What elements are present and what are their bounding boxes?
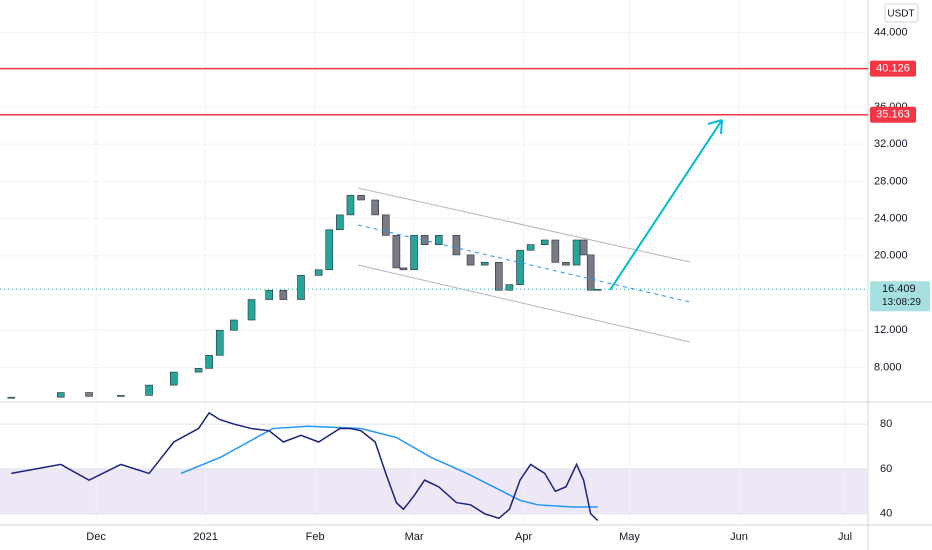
candle [230, 319, 238, 331]
candle [215, 329, 224, 356]
level-label-box [870, 106, 916, 123]
x-tick-label: May [619, 531, 640, 543]
candle [526, 244, 535, 251]
candle [399, 267, 408, 271]
candle [593, 289, 602, 291]
y-tick-label: 20.000 [874, 250, 908, 262]
y-tick-label: 28.000 [874, 175, 908, 187]
x-tick-label: Jun [730, 531, 748, 543]
candle [410, 235, 418, 271]
level-label: 35.163 [876, 109, 910, 121]
x-tick-label: 2021 [193, 531, 217, 543]
x-tick-label: Apr [515, 531, 532, 543]
candle [117, 395, 125, 397]
y-tick-label: 24.000 [874, 213, 908, 225]
last-price-box [870, 281, 930, 312]
candle [247, 299, 256, 321]
candle [279, 289, 288, 300]
level-label: 40.126 [876, 63, 910, 75]
candle [325, 229, 334, 271]
currency: USDT [887, 9, 914, 20]
candle [194, 368, 203, 373]
candle [56, 392, 65, 398]
candle [480, 262, 489, 266]
candle [357, 195, 365, 201]
candle [336, 214, 344, 231]
candle [170, 371, 178, 386]
candle [381, 214, 390, 236]
x-tick-label: Jul [838, 531, 852, 543]
rsi-line [11, 411, 599, 522]
candle [562, 262, 570, 266]
candle [551, 239, 560, 263]
candle [434, 235, 443, 245]
channel-upper [357, 187, 691, 263]
candle [572, 239, 581, 266]
candle [145, 384, 153, 396]
candle [505, 284, 514, 291]
channel-mid [357, 224, 691, 303]
candle [452, 235, 461, 256]
candle [466, 254, 475, 266]
rsi-band [0, 468, 868, 514]
candle [297, 275, 305, 300]
arrow [609, 119, 723, 291]
y-tick-label: 32.000 [874, 138, 908, 150]
level-label-box [870, 60, 916, 77]
candle [314, 269, 323, 276]
candle [205, 355, 213, 369]
rsi-ma-line [180, 425, 598, 508]
candle [392, 235, 401, 269]
candle [495, 262, 503, 291]
candle [85, 392, 93, 397]
candle [540, 239, 549, 245]
candle [516, 249, 524, 285]
y-tick-label: 60 [880, 463, 892, 475]
last-price: 16.409 [882, 283, 916, 295]
x-tick-label: Mar [405, 531, 424, 543]
channel-lower [357, 264, 691, 343]
y-tick-label: 40 [880, 508, 892, 520]
y-tick-label: 12.000 [874, 324, 908, 336]
currency-box [884, 3, 919, 23]
x-tick-label: Feb [306, 531, 325, 543]
candle [586, 254, 595, 291]
candle [265, 289, 273, 300]
countdown: 13:08:29 [882, 297, 921, 308]
y-tick-label: 44.000 [874, 26, 908, 38]
y-tick-label: 80 [880, 418, 892, 430]
y-tick-label: 8.000 [874, 361, 902, 373]
candle [579, 239, 588, 256]
x-tick-label: Dec [86, 531, 106, 543]
channel-drawing [357, 119, 723, 343]
candle [7, 396, 16, 399]
candle [346, 195, 355, 216]
candle [371, 199, 379, 216]
